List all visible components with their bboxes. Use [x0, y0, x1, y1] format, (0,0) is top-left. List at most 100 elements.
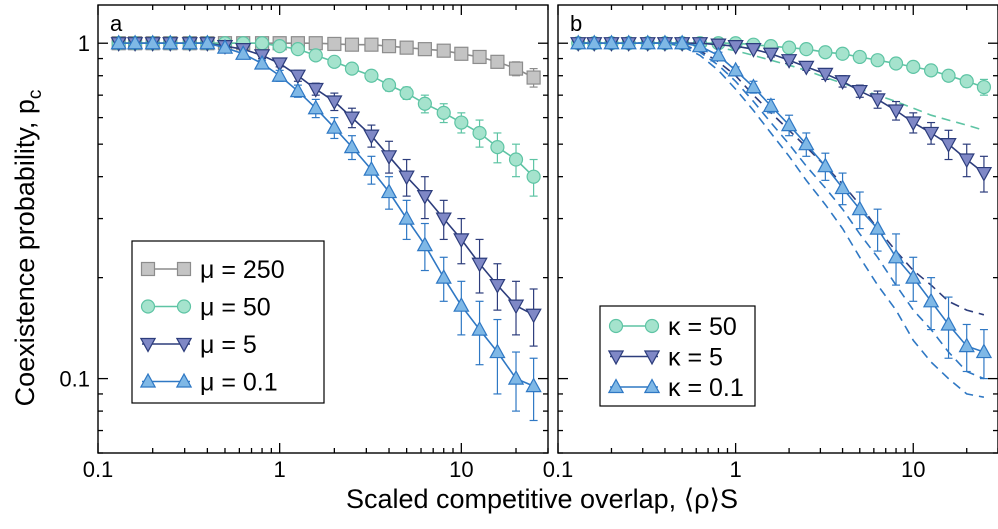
legend-label: μ = 50 [200, 294, 271, 322]
legend-box [131, 240, 325, 404]
data-point [308, 36, 323, 51]
data-point [381, 78, 397, 93]
panel-letter: a [110, 11, 123, 36]
data-point [851, 84, 868, 100]
data-point [656, 34, 674, 50]
data-point [436, 43, 451, 58]
legend-marker [140, 299, 156, 314]
legend-marker [643, 350, 661, 366]
data-point [453, 296, 470, 312]
data-point [398, 170, 415, 186]
data-point [869, 93, 886, 109]
legend-label: κ = 5 [668, 344, 723, 372]
legend-marker [175, 337, 193, 353]
data-point [364, 37, 379, 52]
legend-label: μ = 250 [200, 256, 285, 284]
data-point [363, 160, 380, 176]
data-point [381, 39, 397, 54]
data-point [181, 34, 198, 50]
data-point [525, 377, 542, 393]
data-point [869, 219, 886, 235]
data-point [271, 66, 288, 82]
data-point [435, 212, 452, 228]
data-point [639, 34, 656, 50]
data-point [508, 61, 524, 76]
plot-frame [97, 4, 549, 454]
legend-label: κ = 0.1 [668, 374, 744, 402]
data-point [472, 125, 487, 141]
data-point [780, 116, 798, 132]
legend-label: μ = 5 [200, 331, 257, 359]
legend-marker [643, 378, 661, 394]
data-point [327, 54, 342, 69]
y-tick-label: 1 [78, 31, 90, 56]
data-point [308, 48, 323, 63]
data-point [364, 68, 379, 83]
data-point [289, 82, 307, 98]
x-tick-label: 1 [730, 457, 742, 482]
series-triangle-up [570, 34, 993, 380]
legend-marker [607, 350, 625, 366]
x-tick-label: 10 [901, 457, 925, 482]
data-point [852, 49, 867, 65]
data-point [762, 47, 780, 63]
data-point [471, 320, 488, 336]
legend-marker [175, 372, 193, 388]
data-point [363, 129, 380, 145]
data-point [762, 97, 780, 113]
data-point [710, 38, 727, 54]
legend-marker [176, 299, 192, 314]
legend-marker [607, 378, 625, 394]
data-point [781, 40, 797, 55]
data-point [272, 39, 287, 54]
data-point [586, 34, 603, 50]
data-point [490, 54, 505, 69]
data-point [490, 140, 505, 155]
data-point [508, 152, 524, 167]
series-line [578, 42, 985, 174]
data-point [710, 46, 727, 62]
data-point [959, 74, 974, 89]
data-point [818, 45, 833, 60]
data-point [216, 38, 234, 54]
series-line [118, 42, 534, 79]
data-point [307, 99, 324, 115]
legend-label: κ = 50 [668, 313, 737, 341]
data-point [326, 118, 343, 134]
data-point [834, 75, 851, 91]
series-line [578, 42, 985, 88]
data-point [416, 190, 434, 205]
data-point [126, 34, 144, 50]
data-point [620, 34, 637, 50]
legend-marker [139, 372, 157, 388]
data-point [958, 153, 975, 169]
data-point [817, 67, 834, 83]
legend-marker [608, 318, 624, 334]
data-point [472, 49, 487, 65]
data-point [417, 42, 432, 57]
data-point [941, 68, 956, 83]
data-point [975, 166, 993, 182]
legend-marker [139, 337, 157, 353]
data-point [745, 78, 762, 94]
y-axis-label-subscript: c [25, 90, 46, 100]
data-point [307, 82, 324, 98]
data-point [887, 248, 905, 264]
panel-b: 0.1 1 10 b κ = 50 κ = 5κ = 0.1 [543, 4, 998, 482]
data-point [343, 111, 361, 127]
y-tick-label: 0.1 [59, 367, 90, 392]
data-point [162, 34, 179, 50]
data-point [745, 43, 762, 58]
data-point [940, 315, 957, 331]
data-point [254, 36, 270, 51]
data-point [888, 56, 904, 71]
x-tick-label: 0.1 [83, 457, 114, 482]
data-point [922, 126, 940, 142]
series-triangle-up [110, 34, 542, 422]
data-point [887, 104, 905, 120]
data-point [976, 79, 992, 95]
data-point [525, 308, 542, 324]
data-point [453, 233, 470, 249]
